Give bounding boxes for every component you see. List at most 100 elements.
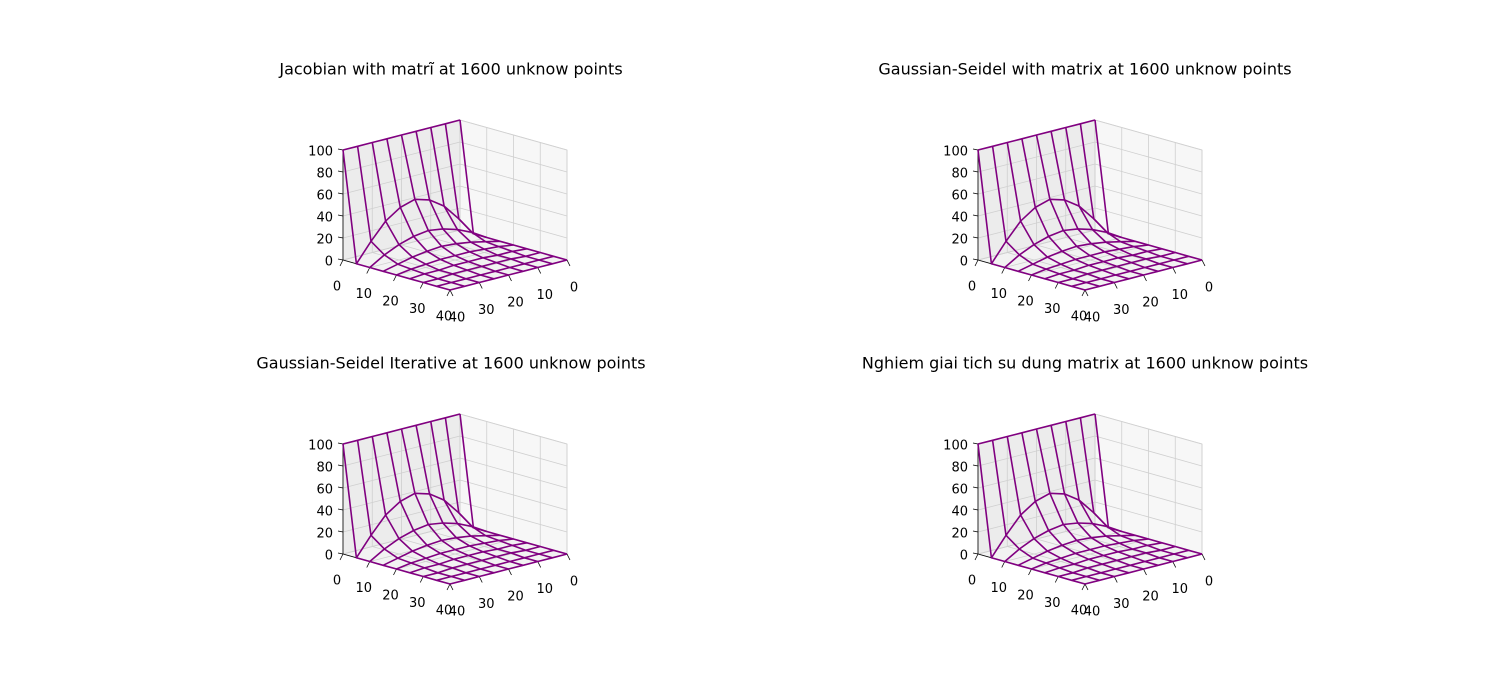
- x-tick: [393, 568, 397, 576]
- surface-line: [1021, 138, 1130, 280]
- z-tick: [972, 442, 979, 445]
- z-tick: [972, 192, 979, 195]
- surface-line: [415, 425, 524, 567]
- grid-line: [1094, 163, 1203, 195]
- z-tick: [972, 170, 979, 173]
- grid-line: [977, 185, 1096, 217]
- y-tick: [566, 553, 571, 561]
- grid-line: [459, 163, 568, 195]
- grid-line: [1094, 141, 1203, 173]
- y-tick: [1201, 259, 1206, 267]
- x-tick: [1028, 274, 1032, 282]
- grid-line: [459, 141, 568, 173]
- x-tick-label: 20: [382, 295, 399, 310]
- x-tick: [1054, 282, 1059, 289]
- y-tick: [1143, 274, 1147, 282]
- surface-line: [459, 119, 568, 261]
- x-tick-label: 0: [333, 280, 341, 295]
- grid-line: [977, 479, 1096, 511]
- chart-title: Jacobian with matrĩ at 1600 unknow point…: [278, 60, 622, 79]
- x-tick-label: 10: [355, 287, 372, 302]
- surface-line: [1006, 436, 1115, 578]
- chart-title: Gaussian-Seidel Iterative at 1600 unknow…: [256, 354, 645, 373]
- z-tick: [337, 170, 344, 173]
- chart-title: Nghiem giai tich su dung matrix at 1600 …: [862, 354, 1308, 373]
- x-tick-label: 10: [990, 287, 1007, 302]
- grid-line: [342, 457, 461, 489]
- grid-line: [1094, 501, 1203, 533]
- z-tick-label: 40: [951, 505, 968, 520]
- x-tick-label: 40: [436, 310, 453, 325]
- x-tick: [366, 561, 371, 568]
- y-tick: [1172, 267, 1177, 274]
- y-tick: [566, 259, 571, 267]
- z-tick: [337, 148, 344, 151]
- z-tick: [337, 214, 344, 217]
- z-tick: [972, 236, 979, 239]
- grid-line: [1094, 207, 1203, 239]
- z-tick-label: 40: [316, 211, 333, 226]
- surface-line: [444, 417, 553, 559]
- surface-line: [1006, 142, 1115, 284]
- y-tick-label: 20: [1142, 296, 1159, 311]
- y-tick-label: 0: [570, 575, 578, 590]
- x-tick: [339, 553, 344, 561]
- z-tick-label: 100: [943, 439, 968, 454]
- x-tick: [1054, 576, 1059, 583]
- z-tick-label: 20: [951, 233, 968, 248]
- z-tick: [972, 214, 979, 217]
- y-tick: [537, 561, 542, 568]
- z-tick: [972, 258, 979, 261]
- z-tick: [337, 486, 344, 489]
- x-tick: [1001, 561, 1006, 568]
- y-tick-label: 40: [1084, 311, 1101, 326]
- z-tick: [337, 442, 344, 445]
- surface-line: [415, 131, 524, 273]
- z-tick-label: 0: [960, 255, 968, 270]
- y-tick-label: 0: [1205, 575, 1213, 590]
- grid-line: [342, 207, 461, 239]
- z-tick: [972, 464, 979, 467]
- y-tick-label: 30: [478, 303, 495, 318]
- grid-line: [459, 501, 568, 533]
- z-tick: [972, 530, 979, 533]
- z-tick-label: 80: [316, 167, 333, 182]
- surface-line: [977, 443, 1086, 585]
- x-tick: [446, 583, 451, 591]
- y-tick-label: 10: [1171, 288, 1188, 303]
- surface-line: [1050, 131, 1159, 273]
- grid-line: [459, 435, 568, 467]
- surface-line: [444, 123, 553, 265]
- surface-line: [991, 440, 1100, 582]
- y-tick-label: 40: [1084, 605, 1101, 620]
- y-tick-label: 40: [449, 311, 466, 326]
- chart-title: Gaussian-Seidel with matrix at 1600 unkn…: [878, 60, 1291, 79]
- surface-line: [1079, 123, 1188, 265]
- z-tick-label: 0: [325, 549, 333, 564]
- y-tick: [1113, 576, 1118, 583]
- x-tick: [1081, 583, 1086, 591]
- z-tick-label: 80: [316, 461, 333, 476]
- y-tick-label: 20: [507, 296, 524, 311]
- grid-line: [459, 457, 568, 489]
- x-tick-label: 30: [1044, 302, 1061, 317]
- y-tick: [508, 274, 512, 282]
- surface-line: [400, 134, 509, 276]
- y-tick-label: 30: [1113, 303, 1130, 318]
- grid-line: [1094, 185, 1203, 217]
- x-tick: [1028, 568, 1032, 576]
- surface-line: [430, 421, 539, 563]
- z-tick-label: 60: [951, 483, 968, 498]
- y-tick: [1143, 568, 1147, 576]
- z-tick: [972, 508, 979, 511]
- z-tick: [337, 236, 344, 239]
- x-tick-label: 10: [355, 581, 372, 596]
- grid-line: [977, 435, 1096, 467]
- surface-line: [1094, 413, 1203, 555]
- x-tick-label: 20: [1017, 589, 1034, 604]
- surface-line: [459, 413, 568, 555]
- surface-line: [342, 443, 451, 585]
- z-tick-label: 80: [951, 167, 968, 182]
- x-tick-label: 0: [333, 574, 341, 589]
- y-tick: [449, 289, 454, 297]
